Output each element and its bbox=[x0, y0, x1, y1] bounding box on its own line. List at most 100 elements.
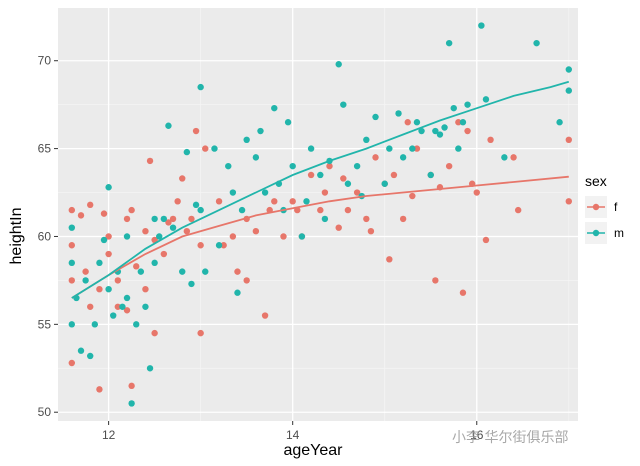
data-point-f bbox=[68, 277, 76, 284]
x-tick-label: 12 bbox=[102, 428, 116, 442]
y-tick-label: 60 bbox=[38, 229, 52, 243]
data-point-m bbox=[123, 294, 131, 302]
data-point-f bbox=[367, 227, 375, 235]
data-point-m bbox=[100, 236, 108, 244]
data-point-m bbox=[68, 259, 76, 267]
data-point-f bbox=[271, 198, 278, 205]
y-tick-label: 50 bbox=[38, 405, 52, 419]
data-point-f bbox=[243, 277, 250, 284]
data-point-f bbox=[340, 175, 347, 182]
data-point-f bbox=[455, 119, 462, 126]
data-point-f bbox=[409, 192, 416, 200]
data-point-f bbox=[105, 233, 112, 240]
data-point-m bbox=[238, 206, 246, 214]
data-point-f bbox=[514, 206, 522, 214]
data-point-f bbox=[82, 268, 89, 275]
data-point-f bbox=[160, 250, 168, 258]
data-point-f bbox=[413, 145, 421, 152]
data-point-m bbox=[344, 180, 352, 187]
watermark-text: 小李 华尔街俱乐部 bbox=[452, 430, 569, 446]
data-point-m bbox=[229, 189, 237, 196]
data-point-m bbox=[151, 259, 158, 267]
data-point-m bbox=[395, 110, 402, 117]
data-point-f bbox=[565, 198, 572, 205]
data-point-f bbox=[404, 119, 411, 126]
data-point-m bbox=[156, 233, 163, 240]
data-point-m bbox=[441, 124, 448, 131]
data-point-f bbox=[87, 201, 94, 209]
data-point-f bbox=[68, 242, 76, 249]
data-point-m bbox=[179, 268, 186, 275]
data-point-m bbox=[501, 154, 508, 161]
data-point-m bbox=[459, 119, 467, 126]
data-point-f bbox=[133, 263, 140, 270]
data-point-f bbox=[280, 233, 287, 240]
data-point-m bbox=[137, 268, 145, 275]
data-point-m bbox=[215, 242, 223, 249]
data-point-f bbox=[445, 162, 453, 170]
data-point-m bbox=[105, 285, 112, 293]
data-point-f bbox=[229, 233, 237, 240]
data-point-f bbox=[123, 215, 131, 223]
data-point-f bbox=[128, 382, 135, 390]
data-point-m bbox=[123, 233, 131, 240]
data-point-m bbox=[340, 101, 347, 108]
data-point-m bbox=[142, 303, 149, 310]
data-point-f bbox=[114, 303, 122, 310]
data-point-m bbox=[160, 215, 168, 223]
data-point-f bbox=[96, 386, 103, 393]
data-point-m bbox=[183, 148, 191, 156]
data-point-f bbox=[261, 312, 269, 319]
data-point-f bbox=[432, 277, 439, 284]
y-tick-label: 55 bbox=[38, 317, 52, 331]
data-point-f bbox=[146, 157, 154, 165]
data-point-m bbox=[399, 154, 407, 161]
data-point-f bbox=[473, 189, 480, 196]
data-point-f bbox=[192, 127, 200, 135]
data-point-m bbox=[353, 162, 361, 170]
trend-line-f bbox=[71, 175, 569, 299]
data-point-f bbox=[142, 227, 149, 235]
y-axis-title: heightIn bbox=[8, 208, 25, 265]
data-point-m bbox=[243, 136, 250, 144]
data-point-m bbox=[533, 39, 540, 47]
data-point-f bbox=[464, 127, 471, 135]
data-point-f bbox=[220, 242, 227, 249]
data-point-m bbox=[151, 215, 158, 223]
data-point-m bbox=[146, 365, 154, 372]
data-point-m bbox=[284, 119, 292, 126]
data-point-m bbox=[271, 104, 278, 112]
data-point-f bbox=[510, 154, 517, 161]
data-point-m bbox=[188, 280, 195, 288]
data-point-m bbox=[68, 321, 76, 328]
data-point-m bbox=[565, 66, 572, 73]
data-point-m bbox=[478, 22, 485, 29]
data-point-f bbox=[390, 171, 398, 179]
data-point-m bbox=[445, 39, 453, 47]
data-point-f bbox=[317, 206, 324, 214]
axis-ticks: 12 14 16 50 55 60 65 70 bbox=[38, 54, 484, 442]
data-points bbox=[68, 22, 572, 407]
trend-line-m bbox=[71, 80, 570, 299]
data-point-f bbox=[87, 303, 94, 310]
data-point-m bbox=[386, 145, 393, 152]
data-point-m bbox=[464, 101, 471, 108]
legend-key-point bbox=[592, 229, 600, 237]
data-point-m bbox=[289, 162, 296, 170]
data-point-m bbox=[225, 162, 232, 170]
data-point-m bbox=[197, 206, 204, 214]
legend-label-f: f bbox=[614, 200, 618, 214]
data-point-m bbox=[252, 154, 260, 161]
data-point-f bbox=[252, 227, 260, 235]
data-point-f bbox=[399, 215, 407, 223]
data-point-f bbox=[353, 189, 361, 196]
data-point-f bbox=[234, 268, 241, 275]
x-axis-title: ageYear bbox=[283, 442, 343, 459]
legend-label-m: m bbox=[614, 226, 624, 240]
data-point-f bbox=[100, 210, 108, 217]
data-point-f bbox=[68, 206, 76, 214]
data-point-m bbox=[450, 104, 457, 112]
data-point-f bbox=[372, 154, 379, 161]
data-point-f bbox=[165, 219, 172, 226]
data-point-f bbox=[565, 136, 572, 144]
